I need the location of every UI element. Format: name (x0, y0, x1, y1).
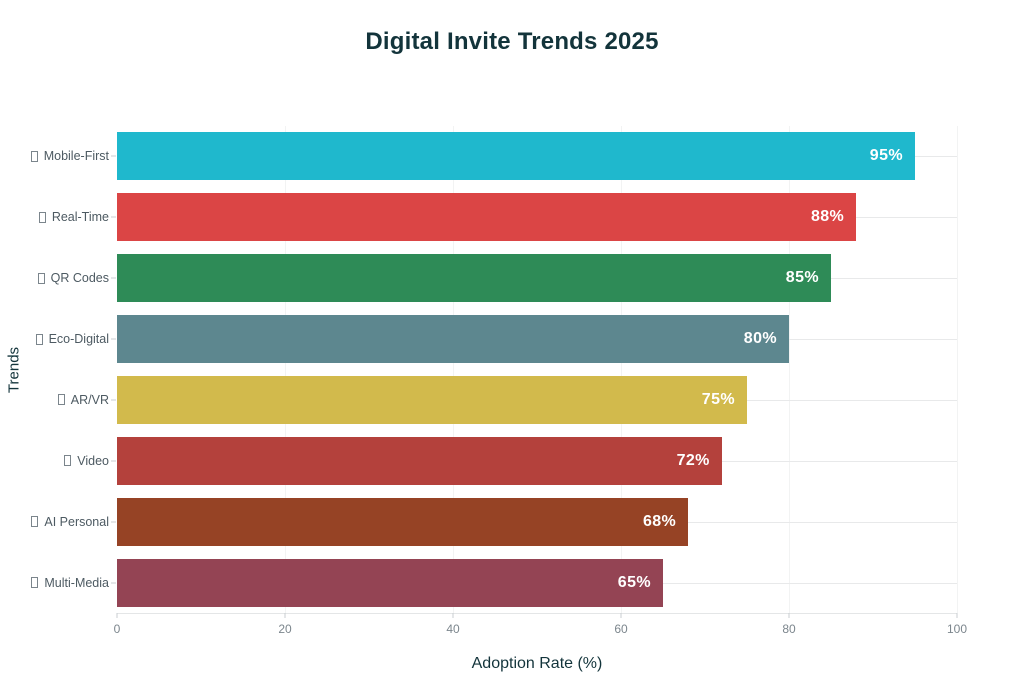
x-tick-label: 60 (614, 622, 628, 636)
y-tick-mark (111, 155, 116, 157)
x-gridline-100 (957, 126, 958, 613)
bar-value-label: 65% (617, 573, 651, 591)
x-tick-label: 100 (946, 622, 968, 636)
category-label-video: Video (64, 454, 109, 468)
x-tick-label: 80 (782, 622, 796, 636)
x-tick-label: 20 (278, 622, 292, 636)
x-gridline-60 (621, 126, 622, 613)
x-axis-title: Adoption Rate (%) (471, 655, 603, 672)
missing-emoji-glyph-box (35, 333, 43, 345)
x-gridline-20 (285, 126, 286, 613)
category-label-real-time: Real-Time (38, 210, 109, 225)
x-tick-mark-100 (956, 613, 958, 618)
chart-title: Digital Invite Trends 2025 (365, 28, 659, 55)
bar-value-label: 85% (785, 269, 819, 287)
missing-emoji-glyph-box (31, 516, 39, 528)
bar-ar-vr: 75% (117, 375, 747, 424)
category-label-text: AR/VR (70, 392, 109, 407)
category-label-multi-media: Multi-Media (31, 576, 109, 590)
x-tick-mark-20 (284, 613, 286, 618)
missing-emoji-glyph-box (38, 211, 46, 223)
x-tick-mark-80 (788, 613, 790, 618)
bar-mobile-first: 95% (117, 132, 915, 181)
category-label-text: Multi-Media (44, 575, 109, 590)
category-label-text: Eco-Digital (48, 332, 109, 347)
y-tick-mark (111, 338, 116, 340)
y-tick-mark (111, 216, 116, 218)
x-tick-mark-0 (116, 613, 118, 618)
plot-area: 0 20 40 60 80 100 95% Mobile-First 88% Real-Time 8… (30, 126, 967, 636)
category-label-mobile-first: Mobile-First (30, 149, 109, 164)
x-tick-mark-40 (452, 613, 454, 618)
x-tick-label: 0 (113, 622, 121, 636)
missing-emoji-glyph-box (57, 394, 65, 406)
missing-emoji-glyph-box (64, 455, 72, 467)
y-tick-mark (111, 399, 116, 401)
category-label-text: Real-Time (51, 210, 109, 225)
category-label-text: Mobile-First (43, 149, 109, 164)
bar-qr-codes: 85% (117, 254, 831, 303)
category-label-ar-vr: AR/VR (57, 392, 109, 407)
category-label-text: Video (77, 453, 109, 468)
bar-ai-personal: 68% (117, 497, 689, 546)
y-tick-mark (111, 582, 116, 584)
bar-video: 72% (117, 436, 722, 485)
y-tick-mark (111, 460, 116, 462)
bar-value-label: 88% (810, 208, 845, 226)
missing-emoji-glyph-box (30, 150, 38, 162)
x-gridline-40 (453, 126, 454, 613)
category-label-eco-digital: Eco-Digital (35, 332, 109, 347)
bar-value-label: 75% (701, 390, 735, 408)
category-label-text: QR Codes (50, 271, 109, 286)
x-gridline-80 (789, 126, 790, 613)
bar-multi-media: 65% (117, 558, 663, 607)
bar-value-label: 72% (676, 451, 710, 469)
category-label-qr-codes: QR Codes (37, 271, 109, 286)
y-axis-title: Trends (5, 346, 23, 394)
bar-eco-digital: 80% (117, 315, 789, 364)
missing-emoji-glyph-box (31, 577, 39, 589)
x-tick-label: 40 (446, 622, 460, 636)
missing-emoji-glyph-box (37, 272, 45, 284)
y-tick-mark (111, 521, 116, 523)
bar-value-label: 68% (642, 512, 677, 530)
x-tick-mark-60 (620, 613, 622, 618)
bar-value-label: 95% (869, 147, 903, 165)
category-label-text: AI Personal (44, 514, 109, 529)
bar-real-time: 88% (117, 193, 857, 242)
category-label-ai-personal: AI Personal (31, 515, 109, 529)
y-tick-mark (111, 277, 116, 279)
bar-value-label: 80% (743, 330, 777, 348)
